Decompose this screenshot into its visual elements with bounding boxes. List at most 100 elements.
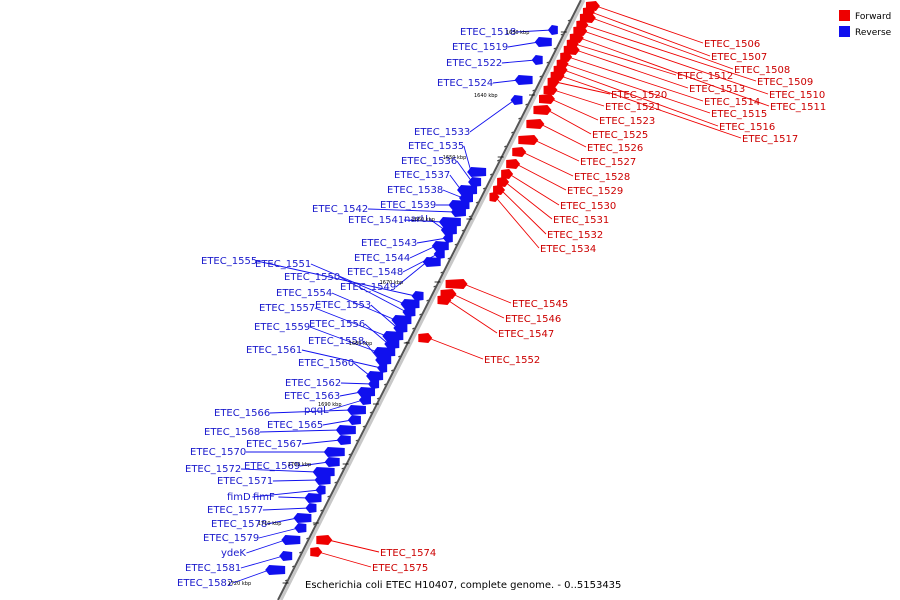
reverse-gene-mark (422, 257, 441, 267)
reverse-gene-mark (377, 363, 388, 373)
reverse-gene-label: ETEC_1582 (177, 578, 233, 589)
reverse-gene-mark (312, 467, 335, 477)
reverse-gene-leader (299, 461, 329, 467)
forward-gene-leader (547, 109, 592, 135)
reverse-gene-leader (403, 219, 443, 223)
reverse-gene-label: ETEC_1565 (267, 420, 323, 431)
forward-gene-label: ETEC_1574 (380, 548, 436, 559)
reverse-gene-mark (467, 167, 487, 177)
reverse-gene-leader (329, 399, 364, 411)
kbp-tick-label: 1640 kbp (474, 93, 498, 99)
kbp-tick-label: 1690 kbp (318, 402, 342, 408)
reverse-gene-mark (304, 493, 322, 503)
reverse-gene-label: ETEC_1567 (246, 439, 302, 450)
forward-gene-label: ETEC_1528 (574, 172, 630, 183)
reverse-gene-leader (456, 160, 473, 183)
reverse-gene-leader (364, 323, 389, 345)
reverse-gene-leader (370, 304, 398, 329)
reverse-gene-leader (395, 261, 427, 288)
reverse-gene-leader (340, 382, 373, 385)
forward-gene-label: ETEC_1511 (770, 102, 826, 113)
reverse-gene-label: ETEC_1533 (414, 127, 470, 138)
reverse-gene-label: ETEC_1544 (354, 253, 410, 264)
reverse-gene-label: ETEC_1566 (214, 408, 270, 419)
reverse-gene-leader (266, 517, 298, 525)
forward-gene-label: ETEC_1509 (757, 77, 813, 88)
backbone-dash (461, 229, 465, 232)
forward-gene-leader (590, 11, 711, 57)
reverse-gene-leader (232, 569, 270, 584)
backbone-dash (291, 565, 295, 568)
forward-gene-label: ETEC_1517 (742, 134, 798, 145)
reverse-gene-label: ETEC_1551 (255, 259, 311, 270)
reverse-gene-label: ETEC_1537 (394, 170, 450, 181)
reverse-gene-label: fimF (253, 492, 275, 503)
reverse-gene-mark (440, 225, 457, 235)
forward-gene-mark (316, 535, 333, 545)
forward-gene-mark (533, 105, 552, 115)
forward-gene-mark (518, 135, 539, 145)
reverse-gene-leader (269, 409, 351, 414)
kbp-tick-label: 1670 kbp (380, 280, 404, 286)
genome-caption: Escherichia coli ETEC H10407, complete g… (305, 580, 621, 591)
forward-gene-leader (328, 539, 380, 553)
forward-gene-leader (550, 98, 599, 121)
forward-gene-label: ETEC_1530 (560, 201, 616, 212)
forward-gene-label: ETEC_1523 (599, 116, 655, 127)
forward-gene-leader (495, 196, 540, 249)
reverse-gene-mark (384, 339, 400, 349)
reverse-gene-mark (315, 485, 326, 495)
reverse-gene-leader (463, 145, 472, 173)
backbone-dash (412, 327, 415, 330)
kbp-tick-label: 1710 kbp (258, 521, 282, 527)
reverse-gene-label: ETEC_1542 (312, 204, 368, 215)
reverse-gene-mark (433, 249, 445, 259)
reverse-gene-mark (382, 331, 404, 341)
reverse-gene-mark (293, 513, 312, 523)
forward-gene-mark (489, 192, 500, 202)
reverse-gene-mark (514, 75, 533, 85)
forward-gene-leader (555, 81, 611, 95)
kbp-tick-label: 1650 kbp (443, 155, 467, 161)
reverse-gene-mark (335, 425, 356, 435)
forward-gene-label: ETEC_1547 (498, 329, 554, 340)
backbone-dash (567, 19, 571, 22)
reverse-gene-mark (459, 193, 474, 203)
reverse-gene-leader (367, 208, 455, 213)
forward-gene-leader (591, 17, 734, 70)
reverse-gene-label: ETEC_1561 (246, 345, 302, 356)
reverse-gene-label: ETEC_1562 (285, 378, 341, 389)
reverse-gene-mark (373, 347, 396, 357)
kbp-tick-label: 1660 kbp (411, 217, 435, 223)
forward-gene-label: ETEC_1514 (704, 97, 760, 108)
reverse-gene-label: ETEC_1578 (211, 519, 267, 530)
reverse-gene-leader (402, 253, 438, 273)
legend: Forward Reverse (839, 10, 892, 38)
forward-gene-label: ETEC_1534 (540, 244, 596, 255)
backbone-dash (369, 411, 373, 414)
forward-gene-leader (463, 283, 512, 304)
forward-gene-leader (564, 63, 711, 114)
backbone-dash (299, 551, 302, 554)
reverse-gene-mark (391, 315, 412, 325)
reverse-gene-leader (256, 260, 416, 297)
forward-gene-leader (500, 189, 547, 235)
backbone-shadow (279, 0, 586, 600)
forward-gene-leader (540, 123, 587, 148)
reverse-gene-label: ETEC_1524 (437, 78, 493, 89)
reverse-gene-label: ETEC_1539 (380, 200, 436, 211)
forward-gene-leader (595, 5, 704, 44)
backbone-line (277, 0, 582, 600)
reverse-gene-label: ETEC_1563 (284, 391, 340, 402)
reverse-gene-label: narU (404, 214, 428, 225)
backbone-dash (320, 509, 323, 512)
backbone-dash (546, 61, 549, 64)
backbone-dash (348, 453, 351, 456)
backbone-dash (284, 579, 288, 582)
backbone-dash (525, 103, 528, 106)
backbone-dash (504, 145, 507, 148)
backbone-dash (440, 271, 443, 274)
reverse-gene-label: ETEC_1519 (452, 42, 508, 53)
backbone-dash (397, 355, 401, 358)
